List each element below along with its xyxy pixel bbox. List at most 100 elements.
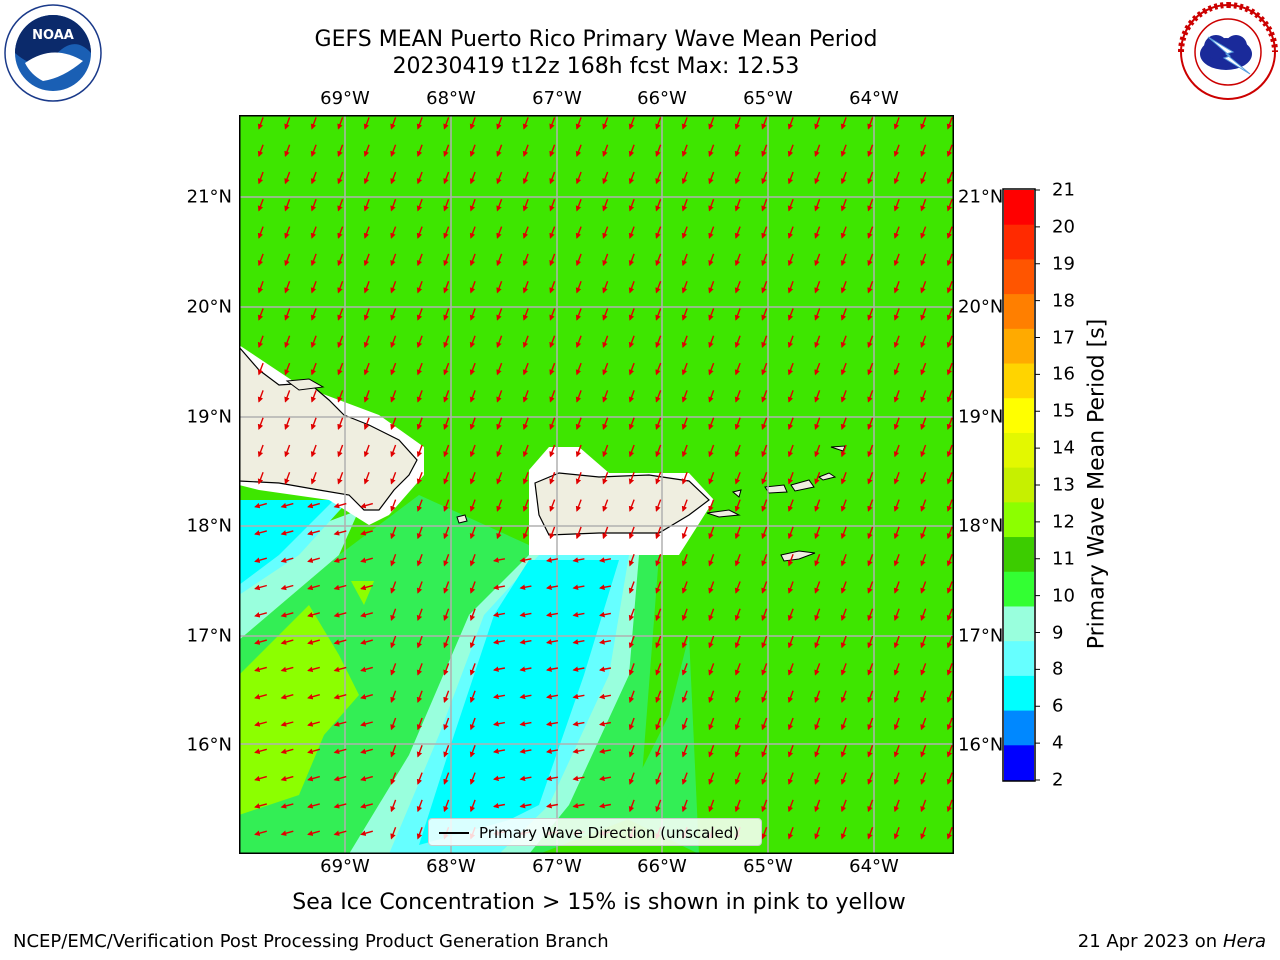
wave-direction-arrow [840, 444, 847, 458]
wave-direction-arrow [761, 308, 768, 321]
wave-direction-arrow [681, 171, 688, 185]
wave-direction-arrow [337, 280, 344, 294]
wave-direction-arrow [628, 499, 635, 512]
wave-direction-arrow [519, 557, 532, 563]
wave-direction-arrow [814, 745, 821, 758]
wave-direction-arrow [390, 199, 397, 212]
wave-direction-arrow [549, 444, 556, 458]
footer-host: Hera [1222, 931, 1266, 952]
wave-direction-arrow [310, 444, 317, 458]
wave-direction-arrow [390, 308, 397, 321]
wave-direction-arrow [280, 775, 294, 782]
wave-direction-arrow [655, 526, 662, 540]
wave-direction-arrow [814, 280, 821, 294]
wave-direction-arrow [602, 171, 609, 185]
wave-direction-arrow [920, 745, 927, 758]
colorbar-segment [1004, 571, 1034, 607]
wave-direction-arrow [390, 280, 397, 294]
wave-direction-arrow [681, 472, 688, 485]
colorbar-tick-label: 9 [1052, 622, 1064, 643]
lon-label-bottom-65w: 65°W [743, 856, 793, 877]
wave-direction-arrow [469, 499, 476, 512]
island-mona [456, 514, 468, 524]
wave-direction-arrow [787, 690, 794, 703]
wave-direction-arrow [284, 308, 291, 321]
wave-direction-arrow [920, 772, 927, 785]
period-band-9-10 [239, 510, 359, 640]
wave-direction-arrow [360, 721, 373, 727]
wave-direction-arrow [519, 748, 532, 754]
wave-direction-arrow [708, 417, 715, 430]
wave-direction-arrow [545, 666, 559, 672]
wave-direction-arrow [519, 721, 532, 727]
wave-direction-arrow [496, 417, 503, 430]
wave-direction-arrow [257, 362, 264, 376]
wave-direction-arrow [416, 335, 423, 349]
wave-direction-arrow [390, 472, 397, 485]
wave-direction-arrow [734, 553, 741, 567]
wave-direction-arrow [628, 553, 635, 567]
lat-label-left-18n: 18°N [186, 515, 232, 537]
period-band-6-8b [419, 560, 619, 845]
wave-direction-arrow [443, 499, 450, 512]
colorbar [1002, 188, 1040, 782]
wave-direction-arrow [390, 335, 397, 349]
wave-direction-arrow [469, 444, 476, 458]
wave-direction-arrow [814, 171, 821, 185]
wave-direction-arrow [598, 666, 612, 672]
wave-direction-arrow [307, 530, 320, 536]
wave-direction-arrow [333, 639, 347, 645]
wave-direction-arrow [867, 308, 874, 321]
wave-direction-arrow [920, 280, 927, 294]
wave-direction-arrow [390, 417, 397, 430]
wave-direction-arrow [443, 526, 450, 540]
wave-direction-arrow [628, 335, 635, 349]
wave-direction-arrow [814, 717, 821, 731]
wave-direction-arrow [469, 799, 476, 813]
wave-direction-arrow [307, 639, 320, 645]
wave-direction-arrow [496, 280, 503, 294]
wave-direction-arrow [545, 721, 559, 727]
wave-direction-arrow [469, 335, 476, 349]
wave-direction-arrow [598, 557, 612, 563]
wave-direction-arrow [390, 608, 397, 622]
wave-direction-arrow [681, 772, 688, 785]
wave-direction-arrow [893, 799, 900, 813]
wave-direction-arrow [814, 417, 821, 430]
wave-direction-arrow [469, 280, 476, 294]
wave-direction-arrow [787, 717, 794, 731]
wave-direction-arrow [307, 612, 320, 618]
colorbar-tick-label: 12 [1052, 511, 1075, 533]
wave-direction-arrow [254, 612, 267, 618]
wave-direction-arrow [628, 280, 635, 294]
wave-direction-arrow [443, 472, 450, 485]
wave-direction-arrow [602, 199, 609, 212]
wave-direction-arrow [443, 253, 450, 267]
colorbar-segment [1004, 432, 1034, 469]
wave-direction-arrow [946, 335, 953, 349]
wave-direction-arrow [628, 472, 635, 485]
wave-direction-arrow [310, 226, 317, 239]
wave-direction-arrow [496, 499, 503, 512]
colorbar-segment [1004, 641, 1034, 677]
wave-direction-arrow [628, 772, 635, 785]
wave-direction-arrow [946, 308, 953, 321]
wave-direction-arrow [920, 417, 927, 430]
wave-direction-arrow [284, 280, 291, 294]
wave-direction-arrow [761, 362, 768, 376]
wave-direction-arrow [254, 775, 267, 782]
wave-direction-arrow [681, 117, 688, 130]
wave-direction-arrow [598, 775, 612, 782]
wave-direction-arrow [946, 553, 953, 567]
wave-direction-arrow [254, 748, 267, 755]
wave-direction-arrow [416, 199, 423, 212]
wave-direction-arrow [522, 390, 529, 403]
wave-direction-arrow [655, 335, 662, 349]
wave-direction-arrow [761, 335, 768, 349]
wave-direction-arrow [492, 693, 506, 700]
wave-direction-arrow [254, 584, 267, 591]
wave-direction-arrow [655, 663, 662, 676]
wave-direction-arrow [549, 362, 556, 376]
wave-direction-arrow [734, 417, 741, 430]
wave-direction-arrow [946, 663, 953, 676]
